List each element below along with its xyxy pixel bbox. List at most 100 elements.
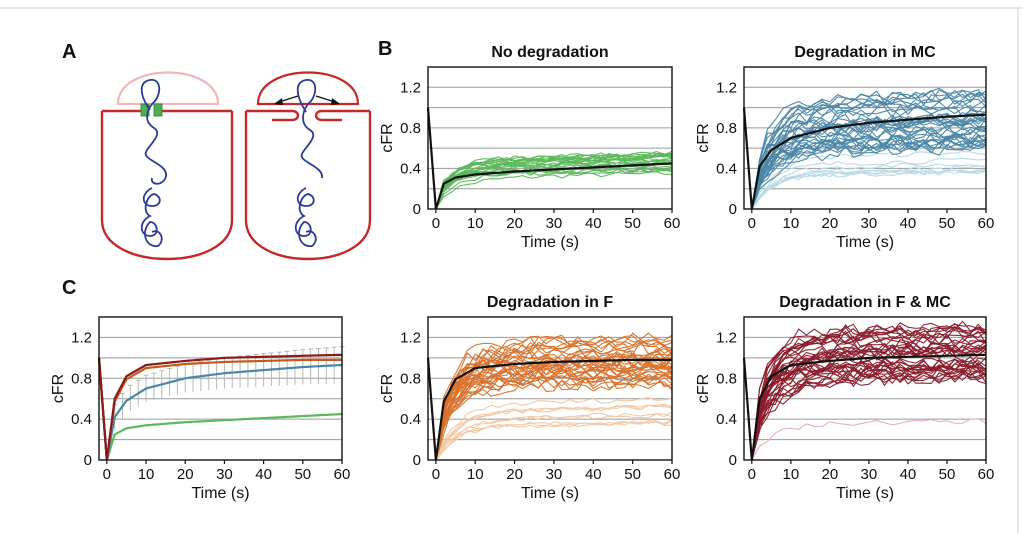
y-axis-label: cFR bbox=[379, 123, 396, 152]
trace bbox=[435, 171, 673, 210]
faded-trace bbox=[751, 150, 987, 210]
trace bbox=[751, 320, 987, 461]
y-tick-label: 0.4 bbox=[400, 411, 421, 428]
faded-trace bbox=[435, 418, 673, 461]
y-tick-label: 1.2 bbox=[400, 79, 421, 96]
plot-frame bbox=[427, 66, 673, 210]
septum-right-fold bbox=[314, 109, 370, 122]
mean-series-line bbox=[97, 353, 343, 461]
y-tick-label: 1.2 bbox=[716, 79, 737, 96]
x-axis-label: Time (s) bbox=[836, 485, 894, 502]
plot-frame bbox=[743, 66, 987, 210]
x-tick-label: 0 bbox=[103, 466, 111, 483]
trace bbox=[751, 340, 987, 461]
trace bbox=[751, 104, 987, 210]
chart-no-degradation: 0 0.4 0.8 1.2 0 10 20 30 40 50 60 Time (s) cFR No deg… bbox=[379, 44, 680, 251]
x-tick-label: 10 bbox=[467, 466, 484, 483]
septum-marker-right bbox=[153, 103, 163, 117]
trace bbox=[751, 363, 987, 461]
panel-letter-c: C bbox=[62, 277, 76, 299]
x-tick-label: 20 bbox=[822, 466, 839, 483]
plot-frame bbox=[98, 316, 343, 461]
trace bbox=[435, 168, 673, 210]
x-tick-label: 20 bbox=[822, 215, 839, 232]
trace bbox=[751, 371, 987, 461]
trace bbox=[751, 112, 987, 210]
trace bbox=[435, 334, 673, 461]
x-tick-label: 50 bbox=[624, 466, 641, 483]
x-tick-label: 10 bbox=[782, 466, 799, 483]
y-tick-label: 0.8 bbox=[400, 370, 421, 387]
plot-frame bbox=[427, 316, 673, 461]
x-tick-label: 50 bbox=[294, 466, 311, 483]
x-tick-label: 20 bbox=[177, 466, 194, 483]
y-tick-label: 0 bbox=[729, 452, 737, 469]
trace bbox=[435, 159, 673, 210]
initial-drop bbox=[98, 357, 108, 461]
trace bbox=[751, 344, 987, 461]
chromosome-strand-upper bbox=[140, 79, 167, 185]
y-tick-label: 0.8 bbox=[716, 370, 737, 387]
faded-trace bbox=[435, 404, 673, 461]
y-axis-label: cFR bbox=[379, 374, 396, 403]
x-tick-label: 40 bbox=[255, 466, 272, 483]
chart-degradation-in-f-and-mc: 0 0.4 0.8 1.2 0 10 20 30 40 50 60 Time (s) cFR Degrad… bbox=[695, 294, 994, 502]
y-tick-label: 0.8 bbox=[400, 120, 421, 137]
faded-trace bbox=[751, 169, 987, 210]
x-tick-label: 40 bbox=[585, 466, 602, 483]
faded-trace bbox=[435, 404, 673, 461]
trace bbox=[435, 332, 673, 461]
y-axis-label: cFR bbox=[50, 374, 67, 403]
arrow-left-icon bbox=[274, 98, 283, 105]
plot-frame bbox=[743, 316, 987, 461]
trace bbox=[751, 370, 987, 461]
trace bbox=[751, 357, 987, 461]
x-tick-label: 60 bbox=[334, 466, 351, 483]
y-tick-label: 0 bbox=[413, 201, 421, 218]
chart-degradation-in-f: 0 0.4 0.8 1.2 0 10 20 30 40 50 60 Time (s) cFR Degrad… bbox=[379, 294, 680, 502]
trace bbox=[751, 345, 987, 461]
x-tick-label: 40 bbox=[900, 215, 917, 232]
x-axis-label: Time (s) bbox=[836, 234, 894, 251]
y-tick-label: 0.8 bbox=[71, 370, 92, 387]
x-tick-label: 30 bbox=[546, 466, 563, 483]
faded-trace bbox=[435, 411, 673, 461]
faded-trace bbox=[751, 162, 987, 210]
trace bbox=[435, 367, 673, 461]
trace bbox=[435, 354, 673, 461]
y-tick-label: 0.4 bbox=[716, 160, 737, 177]
chromosome-strand-upper-2 bbox=[296, 79, 323, 179]
trace bbox=[751, 365, 987, 461]
y-tick-label: 1.2 bbox=[71, 329, 92, 346]
trace bbox=[751, 91, 987, 210]
y-tick-label: 0 bbox=[729, 201, 737, 218]
x-tick-label: 30 bbox=[546, 215, 563, 232]
trace bbox=[435, 363, 673, 461]
y-tick-label: 0 bbox=[84, 452, 92, 469]
trace bbox=[435, 363, 673, 461]
trace bbox=[751, 136, 987, 210]
faded-trace bbox=[435, 413, 673, 461]
y-tick-label: 1.2 bbox=[400, 329, 421, 346]
trace bbox=[751, 366, 987, 461]
y-axis-label: cFR bbox=[695, 123, 712, 152]
y-tick-label: 0.4 bbox=[400, 160, 421, 177]
trace bbox=[435, 342, 673, 461]
chart-title: Degradation in MC bbox=[794, 44, 936, 61]
x-tick-label: 60 bbox=[664, 466, 681, 483]
faded-trace bbox=[435, 420, 673, 461]
trace bbox=[435, 362, 673, 461]
trace bbox=[751, 370, 987, 461]
x-axis-label: Time (s) bbox=[521, 485, 579, 502]
trace bbox=[751, 325, 987, 461]
chromosome-strand-lower-2 bbox=[294, 187, 317, 247]
x-tick-label: 10 bbox=[782, 215, 799, 232]
trace bbox=[751, 93, 987, 210]
faded-trace bbox=[751, 418, 987, 461]
x-tick-label: 40 bbox=[585, 215, 602, 232]
trace bbox=[751, 90, 987, 210]
mean-series-line bbox=[97, 357, 343, 461]
y-tick-label: 0.4 bbox=[716, 411, 737, 428]
trace bbox=[435, 377, 673, 461]
